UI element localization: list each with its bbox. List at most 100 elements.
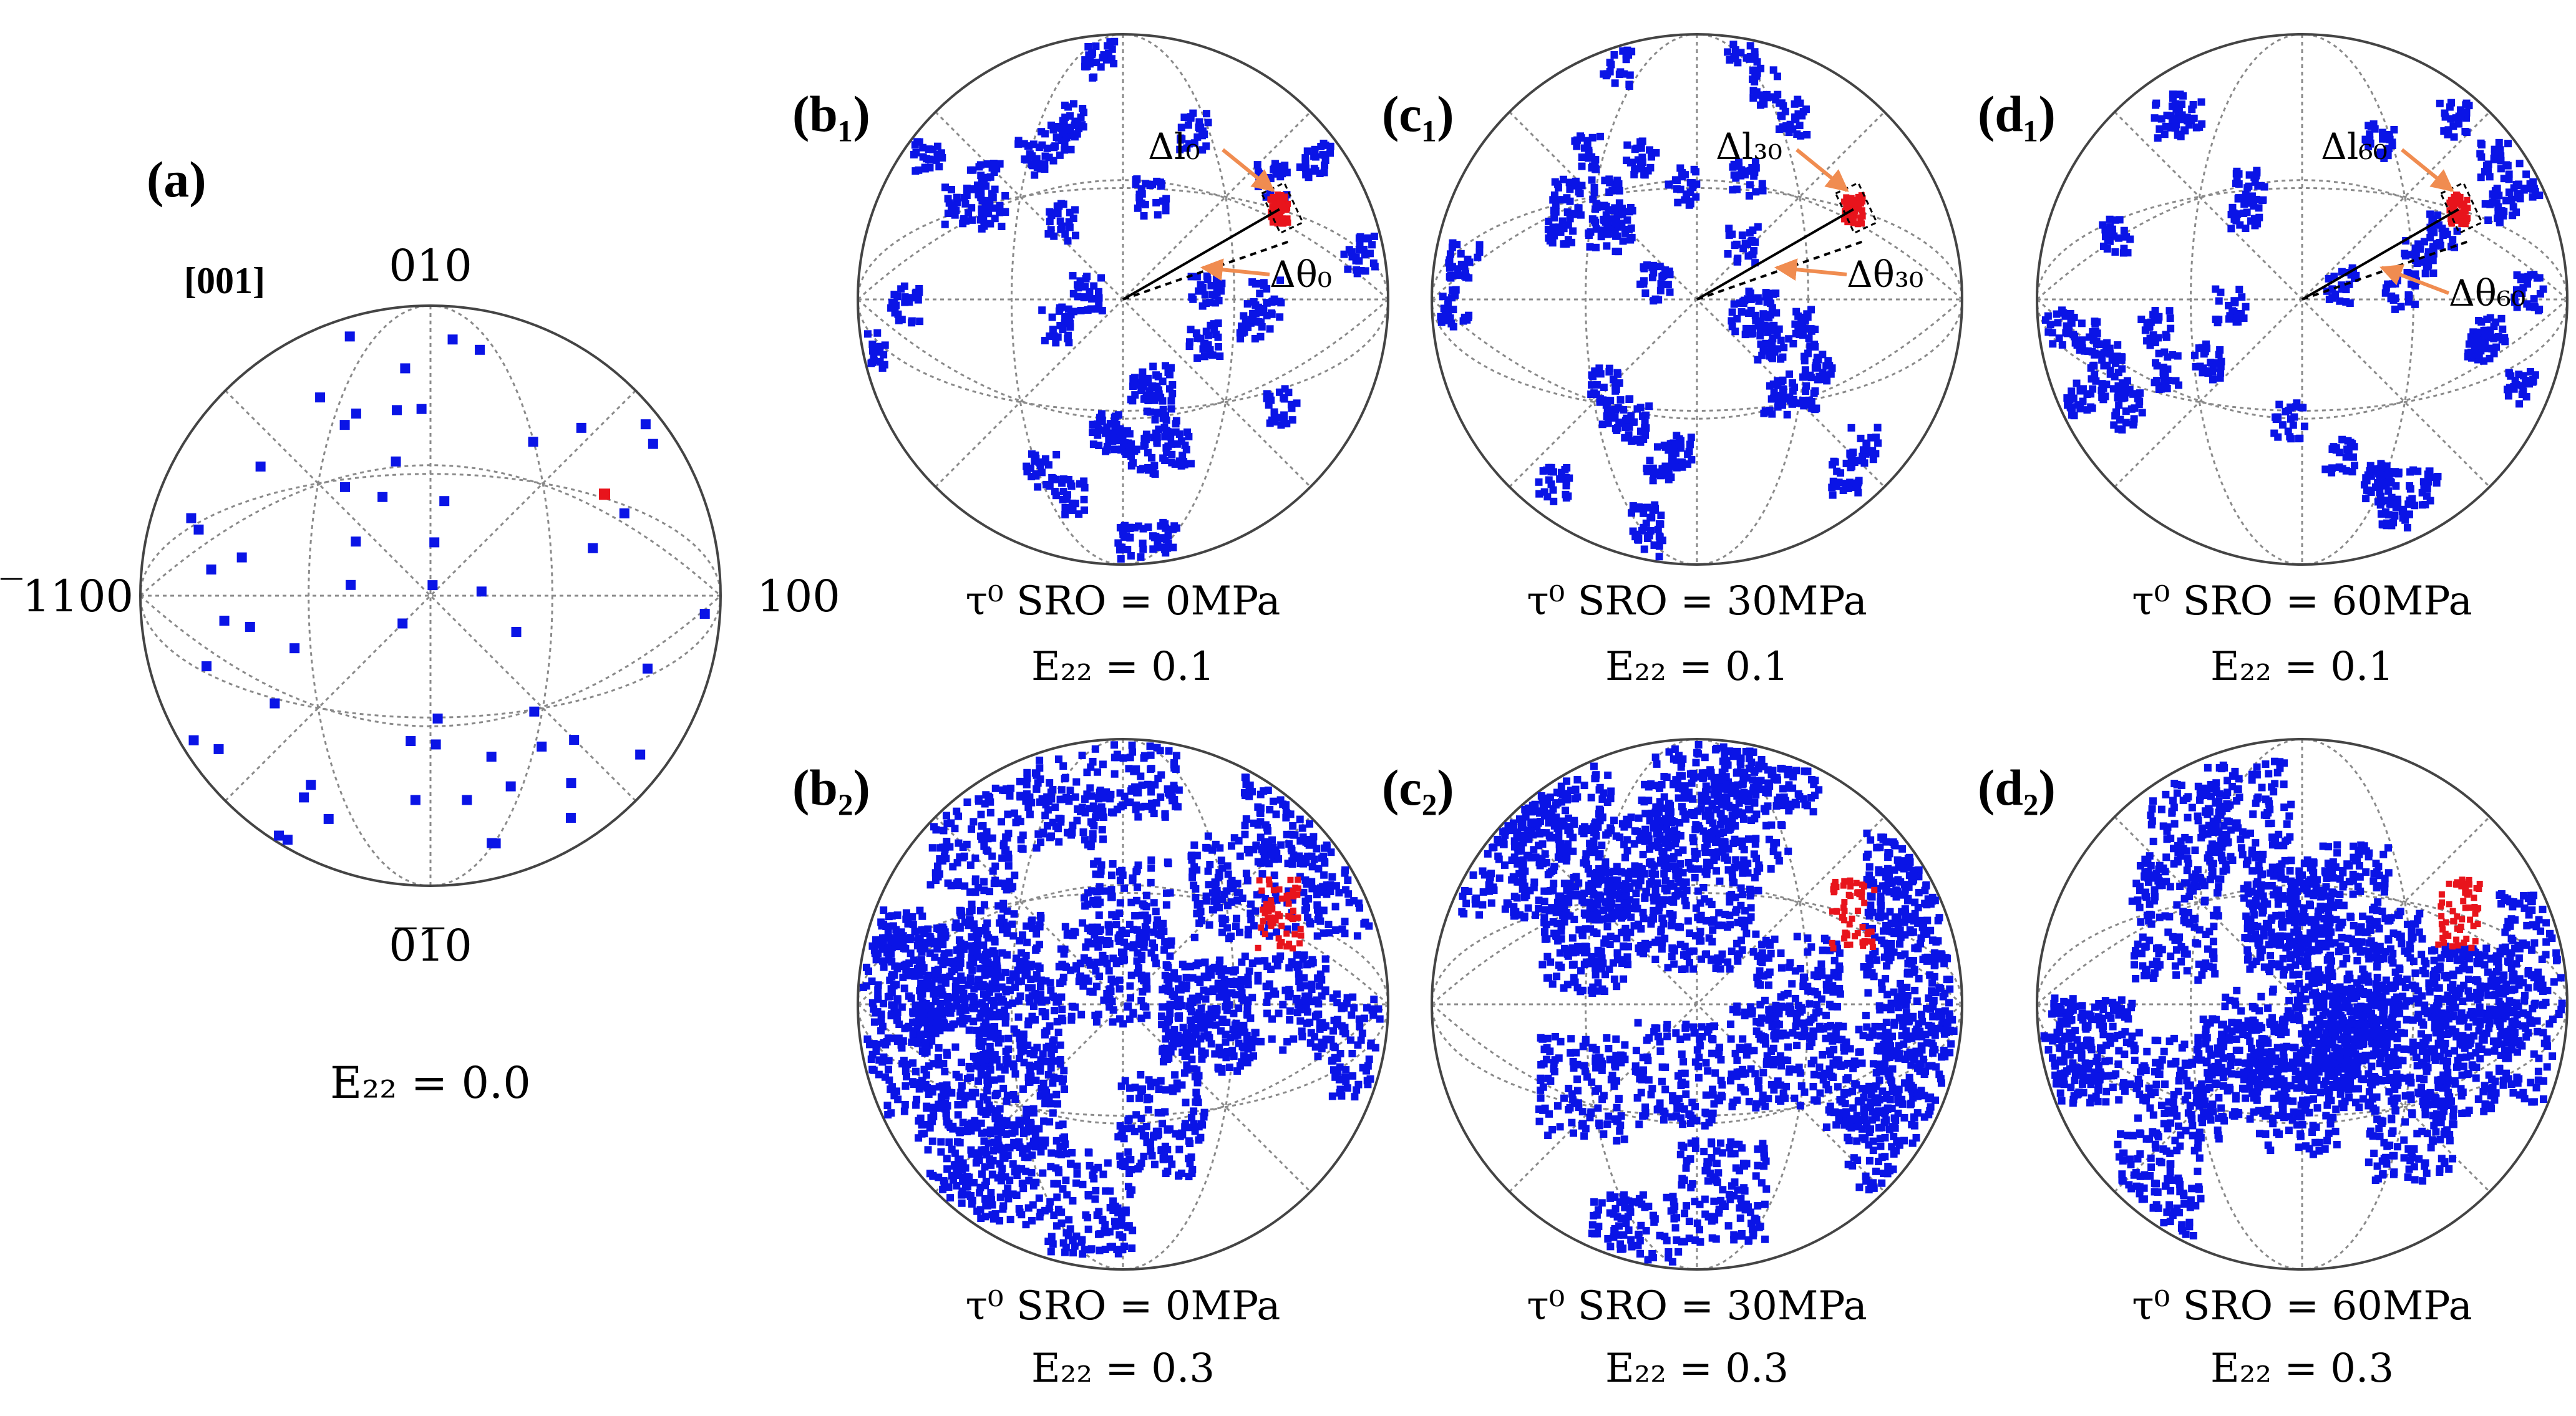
grain-point — [1122, 1206, 1130, 1215]
grain-point — [1014, 140, 1023, 148]
grain-point — [1108, 1243, 1116, 1251]
grain-point — [2477, 139, 2485, 147]
grain-point — [1171, 1071, 1179, 1079]
grain-point — [1772, 309, 1781, 317]
grain-point — [2114, 341, 2122, 349]
grain-point — [2245, 182, 2253, 190]
grain-point — [1356, 240, 1364, 248]
grain-point — [1342, 1066, 1350, 1074]
grain-point — [1013, 1171, 1021, 1179]
grain-point — [2377, 460, 2385, 468]
grain-point — [911, 1067, 920, 1075]
grain-point — [2189, 100, 2197, 109]
grain-point — [1597, 395, 1605, 403]
grain-point — [1108, 911, 1116, 919]
grain-point — [2521, 377, 2529, 385]
grain-point — [1067, 482, 1076, 490]
grain-point — [2367, 472, 2375, 480]
grain-point — [1640, 545, 1648, 553]
grain-point — [2120, 394, 2128, 402]
grain-point — [1341, 918, 1349, 926]
grain-point — [968, 204, 976, 212]
grain-point — [1162, 195, 1170, 203]
grain-point — [2530, 295, 2538, 303]
grain-point — [1002, 987, 1010, 996]
grain-point — [1039, 1169, 1047, 1177]
rotation-annotation — [1122, 148, 1305, 301]
grain-point — [1188, 1170, 1196, 1178]
grain-point — [1152, 908, 1160, 916]
grain-point — [1227, 842, 1235, 850]
grain-point — [985, 1155, 993, 1163]
grain-point — [1137, 772, 1145, 780]
grain-point — [2049, 340, 2057, 348]
grain-point — [920, 983, 928, 991]
grain-point — [1301, 158, 1310, 167]
grain-point — [1328, 1092, 1336, 1100]
grain-point — [1232, 914, 1240, 923]
grain-point — [1872, 450, 1880, 458]
grain-point — [1119, 1246, 1127, 1254]
grain-point — [2086, 333, 2094, 341]
grain-point — [1665, 446, 1673, 454]
grain-point — [2118, 365, 2126, 373]
grain-point — [1083, 62, 1091, 70]
grain-point — [1046, 1198, 1054, 1206]
grain-point — [2429, 269, 2437, 277]
grain-point — [1755, 297, 1763, 305]
grain-point — [1001, 208, 1009, 216]
grain-point — [2274, 433, 2282, 441]
grain-point — [2484, 216, 2492, 224]
grain-point — [2486, 326, 2494, 334]
grain-point — [1242, 870, 1250, 878]
grain-point — [1157, 182, 1165, 190]
grain-point — [1157, 924, 1165, 932]
grain-point — [1636, 438, 1645, 446]
grain-point — [1296, 1017, 1305, 1025]
tracked-grain-cluster — [1267, 192, 1291, 227]
grain-point — [1110, 434, 1118, 442]
grain-point — [186, 513, 197, 523]
grain-point — [1142, 926, 1150, 934]
grain-point — [1676, 164, 1684, 172]
grain-point — [2067, 315, 2075, 323]
grain-point — [1602, 211, 1610, 219]
grain-point — [2141, 326, 2149, 334]
tracked-grain-point — [1269, 203, 1276, 210]
grain-point — [2515, 400, 2524, 408]
grain-point — [1461, 269, 1469, 278]
grain-point — [2406, 251, 2414, 259]
grain-point — [936, 989, 944, 997]
grain-point — [1202, 327, 1210, 336]
grain-point — [1004, 1055, 1012, 1063]
grain-point — [1611, 220, 1620, 228]
grain-point — [1109, 1197, 1117, 1205]
grain-point — [1273, 962, 1281, 970]
grain-point — [918, 948, 926, 956]
grain-point — [1177, 1169, 1185, 1177]
grain-point — [888, 989, 896, 997]
grain-point — [1033, 929, 1041, 938]
grain-point — [2101, 233, 2109, 241]
grain-point — [2099, 242, 2107, 250]
grain-point — [956, 924, 964, 932]
grain-point — [1147, 856, 1155, 864]
grain-point — [1030, 1050, 1038, 1059]
grain-point — [2260, 183, 2268, 191]
grain-point — [1588, 371, 1596, 379]
grain-point — [870, 1018, 878, 1026]
grain-point — [2097, 386, 2106, 394]
grain-point — [1086, 1161, 1094, 1170]
grain-point — [1773, 72, 1781, 80]
grain-point — [1164, 442, 1172, 450]
grain-point — [938, 923, 946, 931]
grain-point — [870, 353, 878, 361]
grain-point — [1552, 208, 1560, 216]
grain-point — [1625, 395, 1633, 404]
projection-circle — [857, 33, 1389, 566]
grain-point — [1034, 962, 1042, 970]
grain-point — [1638, 158, 1646, 167]
grain-point — [1796, 99, 1804, 107]
grain-point — [1268, 310, 1276, 318]
grain-point — [888, 1001, 896, 1009]
